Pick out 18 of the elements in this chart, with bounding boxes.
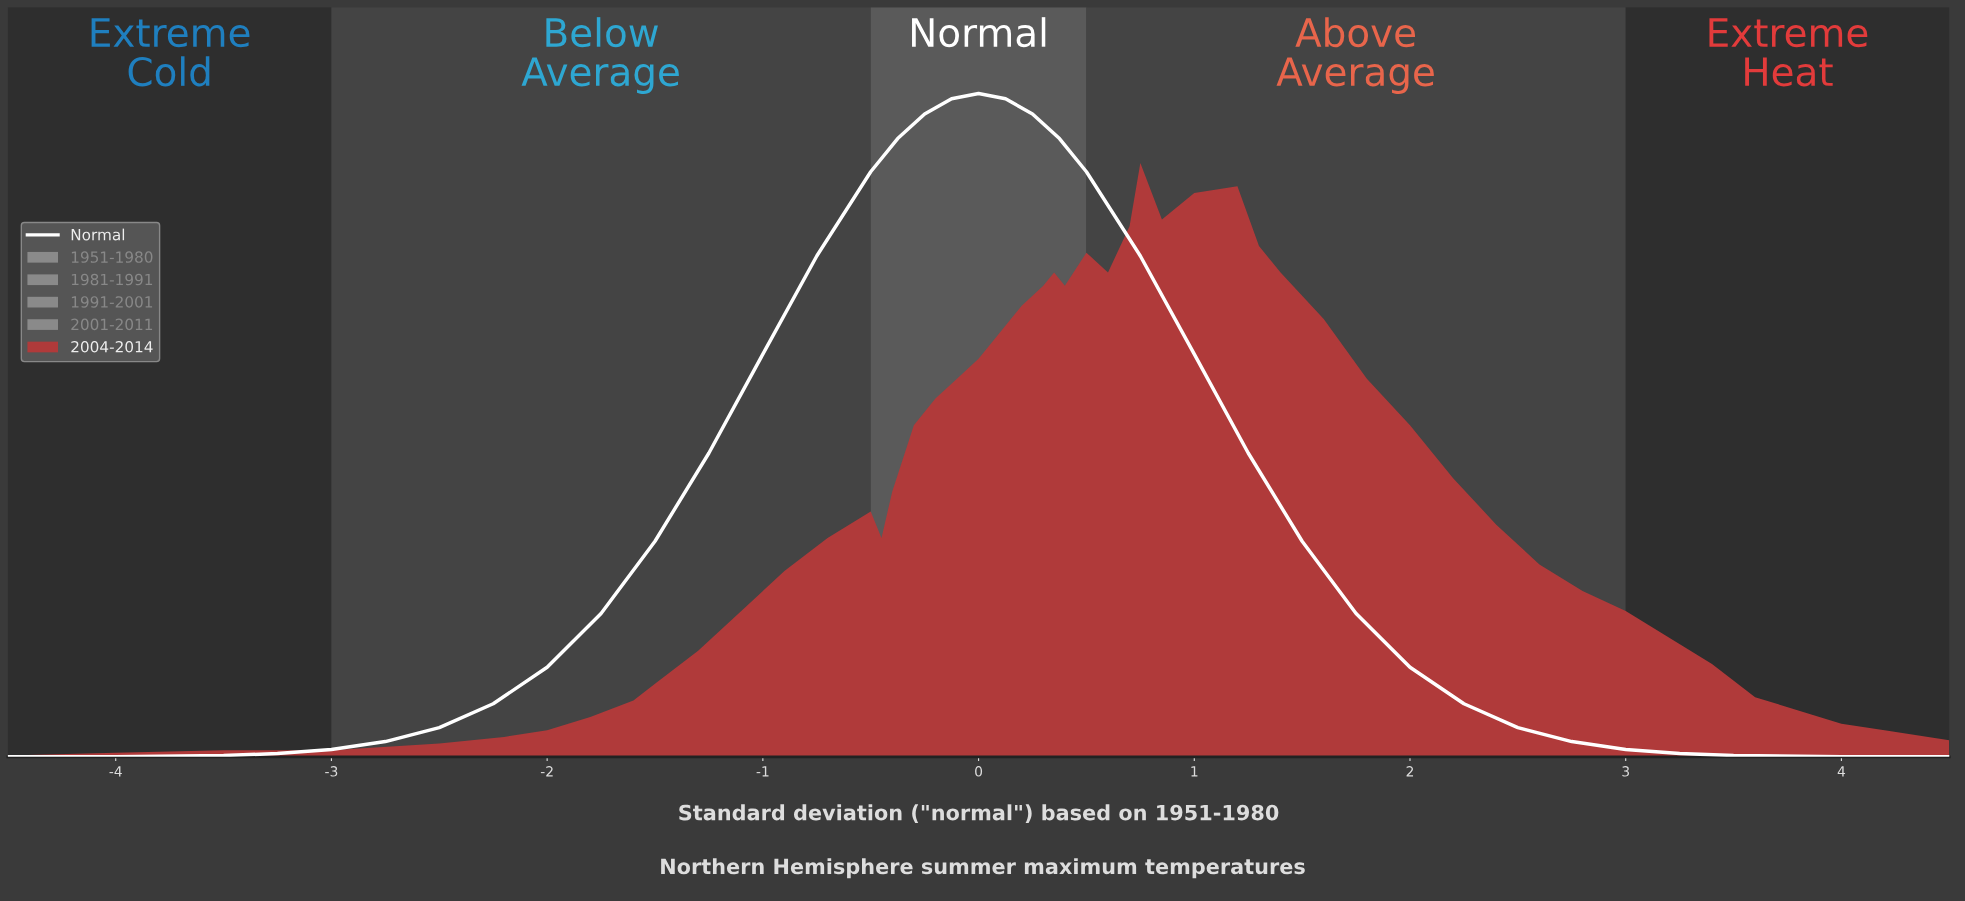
band-label: Extreme Cold	[91, 18, 250, 87]
legend-label: 2004-2014	[71, 341, 153, 353]
x-tick-label: -2	[540, 766, 553, 777]
band-label: Above Average	[1276, 17, 1434, 94]
x-tick-label: -4	[109, 766, 122, 777]
band-label: Extreme Heat	[1709, 18, 1868, 87]
x-axis-title: Standard deviation ("normal") based on 1951-1980	[679, 804, 1279, 823]
x-tick-label: 2	[1406, 766, 1414, 777]
x-tick-label: 1	[1191, 766, 1198, 777]
x-tick-label: -3	[325, 766, 338, 777]
x-tick-label: 3	[1622, 766, 1630, 777]
x-tick-label: -1	[756, 766, 769, 777]
band-label: Normal	[912, 17, 1046, 48]
legend-label: Normal	[71, 228, 125, 241]
band-label: Below Average	[521, 17, 679, 94]
x-tick-label: 0	[975, 766, 983, 777]
x-tick-label: 4	[1837, 766, 1846, 777]
text: Northern Hemisphere summer maximum temperatures	[661, 858, 1305, 879]
